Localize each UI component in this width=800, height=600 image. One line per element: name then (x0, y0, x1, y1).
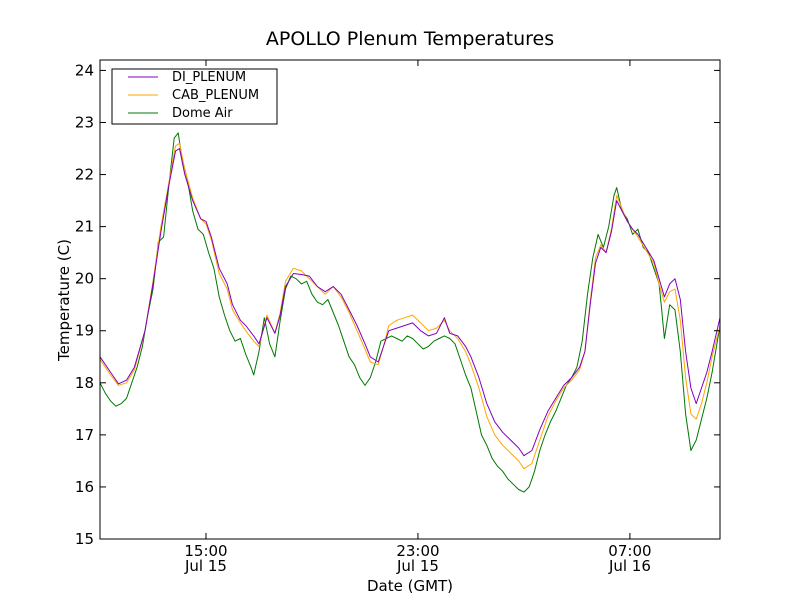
y-tick-label: 18 (75, 374, 94, 392)
y-tick-label: 24 (75, 61, 94, 79)
x-tick-label-time: 07:00 (608, 542, 651, 560)
x-tick-label-date: Jul 15 (184, 557, 227, 575)
y-tick-label: 23 (75, 113, 94, 131)
y-tick-label: 17 (75, 426, 94, 444)
x-tick-label-date: Jul 15 (396, 557, 439, 575)
x-tick-label-time: 15:00 (184, 542, 227, 560)
y-tick-label: 20 (75, 270, 94, 288)
plot-frame (99, 59, 721, 540)
y-tick-label: 16 (75, 478, 94, 496)
chart-title: APOLLO Plenum Temperatures (266, 28, 554, 50)
x-tick-label-time: 23:00 (396, 542, 439, 560)
legend: DI_PLENUM CAB_PLENUM Dome Air (111, 68, 278, 125)
legend-label: DI_PLENUM (172, 70, 246, 85)
legend-label: CAB_PLENUM (172, 88, 259, 103)
legend-label: Dome Air (172, 106, 233, 121)
series-line-di-plenum (100, 148, 720, 457)
y-axis-label: Temperature (C) (55, 239, 73, 362)
y-tick-label: 21 (75, 218, 94, 236)
plot-series (100, 132, 720, 493)
legend-box (111, 68, 278, 125)
y-tick-label: 19 (75, 322, 94, 340)
y-tick-label: 15 (75, 530, 94, 548)
x-tick-label-date: Jul 16 (608, 557, 651, 575)
series-line-dome-air (100, 132, 720, 493)
y-tick-label: 22 (75, 166, 94, 184)
x-axis-label: Date (GMT) (367, 577, 453, 595)
